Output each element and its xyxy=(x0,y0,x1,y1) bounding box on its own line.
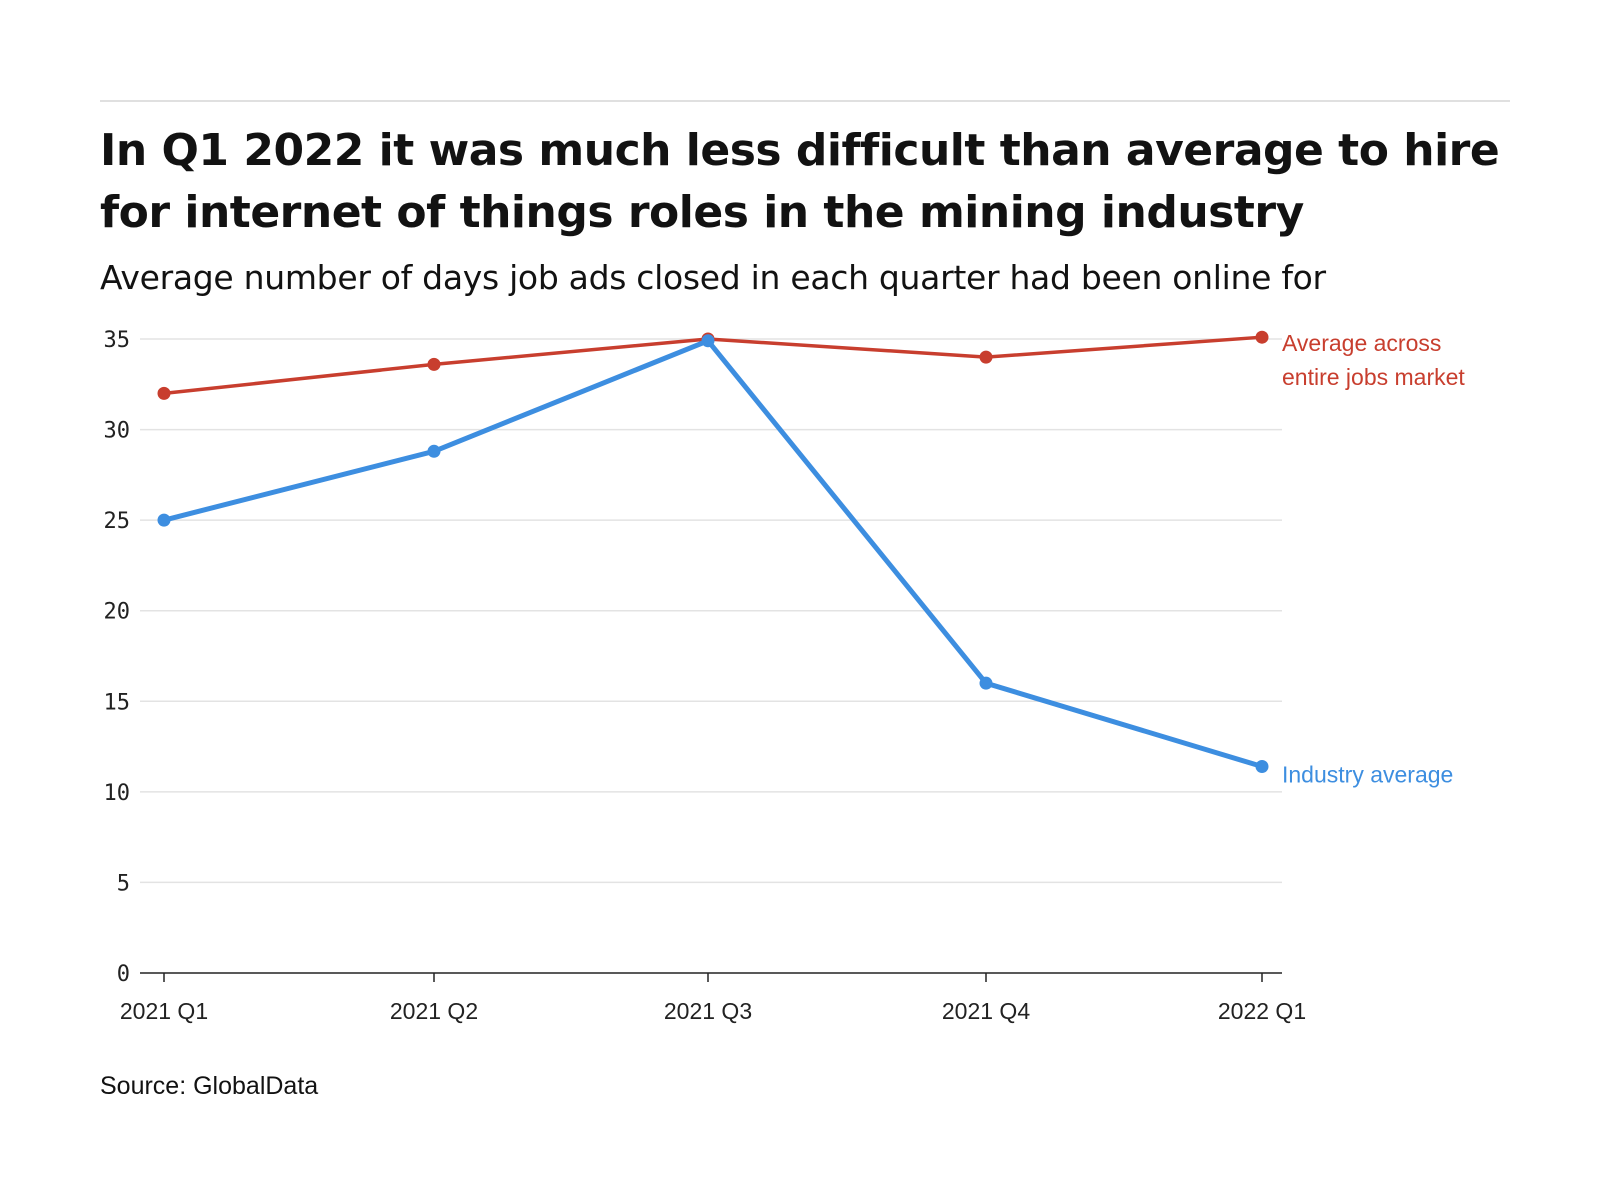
series-label: Industry average xyxy=(1282,761,1453,787)
data-point xyxy=(427,444,441,458)
series-line-1 xyxy=(161,338,1265,769)
top-divider xyxy=(100,100,1510,102)
y-tick-label: 15 xyxy=(104,690,131,715)
x-axis-ticks: 2021 Q1 2021 Q2 2021 Q3 2021 Q4 2022 Q1 xyxy=(120,973,1306,1024)
y-axis-ticks: 0 5 10 15 20 25 30 35 xyxy=(104,328,131,987)
x-tick-label: 2022 Q1 xyxy=(1218,998,1306,1024)
x-tick-label: 2021 Q4 xyxy=(942,998,1030,1024)
gridlines xyxy=(140,338,1282,884)
data-point xyxy=(1255,759,1269,773)
data-point xyxy=(157,386,171,400)
y-tick-label: 0 xyxy=(117,962,130,987)
x-tick-label: 2021 Q3 xyxy=(664,998,752,1024)
data-point xyxy=(701,334,715,348)
y-tick-label: 20 xyxy=(104,600,131,625)
y-tick-label: 5 xyxy=(117,871,130,896)
series-labels: Average across entire jobs market Industry… xyxy=(1282,330,1465,787)
data-point xyxy=(1255,330,1269,344)
series-lines xyxy=(157,330,1269,773)
x-tick-label: 2021 Q2 xyxy=(390,998,478,1024)
x-tick-label: 2021 Q1 xyxy=(120,998,208,1024)
data-point xyxy=(157,513,171,527)
source-note: Source: GlobalData xyxy=(100,1072,319,1100)
series-label: entire jobs market xyxy=(1282,364,1465,390)
chart-title: In Q1 2022 it was much less difficult th… xyxy=(100,125,1500,238)
chart-subtitle: Average number of days job ads closed in… xyxy=(100,258,1326,297)
data-point xyxy=(427,357,441,371)
data-point xyxy=(979,676,993,690)
y-tick-label: 25 xyxy=(104,509,131,534)
y-tick-label: 35 xyxy=(104,328,131,353)
series-label: Average across xyxy=(1282,330,1441,356)
y-tick-label: 10 xyxy=(104,781,131,806)
y-tick-label: 30 xyxy=(104,419,131,444)
data-point xyxy=(979,350,993,364)
